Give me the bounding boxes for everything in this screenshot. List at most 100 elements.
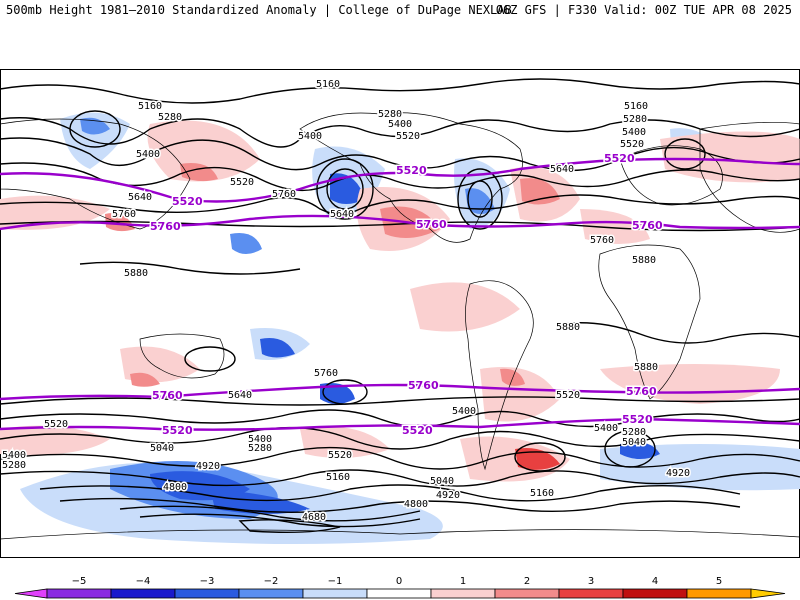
- anomaly-shading: [0, 112, 800, 544]
- model-run-info: 06Z GFS | F330 Valid: 00Z TUE APR 08 202…: [495, 3, 792, 17]
- colorbar-bin: [430, 588, 496, 599]
- contour-label: 5280: [622, 427, 646, 438]
- contour-label: 4800: [404, 499, 428, 510]
- colorbar-ticks: −5 −4 −3 −2 −1 0 1 2 3 4 5: [72, 576, 723, 587]
- height-contours: [0, 78, 800, 534]
- contour-label: 4800: [163, 482, 187, 493]
- colorbar-bin: [558, 588, 624, 599]
- closed-low: [322, 379, 368, 405]
- positive-anomaly-area: [600, 364, 780, 404]
- contour-5160: [0, 78, 800, 104]
- contour-label: 5520: [230, 177, 254, 188]
- negative-anomaly-area: [210, 489, 310, 514]
- contour-5400: [0, 137, 800, 172]
- positive-anomaly-area: [580, 209, 650, 244]
- positive-anomaly-area: [520, 178, 560, 205]
- anomaly-map: 5160 5160 5160 5280 5280 5400 5400 5400 …: [0, 69, 800, 558]
- contour-label: 5760: [112, 209, 136, 220]
- contour-5520: [0, 162, 800, 192]
- colorbar-bin: [46, 588, 112, 599]
- positive-anomaly-area: [147, 120, 260, 182]
- positive-anomaly-area: [0, 425, 110, 455]
- colorbar-bin: [366, 588, 432, 599]
- closed-low: [69, 110, 121, 148]
- contour-5400: [0, 446, 800, 470]
- negative-anomaly-area: [465, 188, 495, 214]
- negative-anomaly-area: [330, 173, 365, 204]
- highlight-label: 5760: [152, 389, 183, 402]
- highlight-label: 5520: [162, 424, 193, 437]
- colorbar-bins: [14, 588, 786, 599]
- contour-label: 5040: [150, 443, 174, 454]
- contour-label: 5400: [298, 131, 322, 142]
- coastline-asia-west: [0, 118, 191, 230]
- contour-label: 5040: [622, 437, 646, 448]
- highlight-labels: 5520 5520 5520 5760 5760 5760 5760 5760 …: [149, 151, 665, 439]
- contour-label: 5760: [590, 235, 614, 246]
- colorbar-tick-label: 2: [524, 576, 530, 587]
- contour-4920: [119, 505, 421, 522]
- colorbar-bin: [622, 588, 688, 599]
- contour-5760: [0, 396, 800, 406]
- contour-5040: [59, 497, 741, 514]
- contour-5160: [39, 484, 741, 502]
- highlight-label: 5520: [604, 152, 635, 165]
- contour-5880: [559, 322, 800, 344]
- contour-label: 5280: [2, 460, 26, 471]
- closed-low: [326, 168, 364, 210]
- colorbar-tick-label: −4: [136, 576, 151, 587]
- contour-label: 5520: [620, 139, 644, 150]
- contour-label: 4680: [302, 512, 326, 523]
- colorbar-tick-label: 0: [396, 576, 402, 587]
- coastline-australia: [139, 333, 225, 379]
- contour-label: 5400: [248, 434, 272, 445]
- negative-anomaly-area: [620, 441, 660, 459]
- contour-label: 5160: [326, 472, 350, 483]
- negative-anomaly-area: [260, 338, 295, 358]
- contour-label: 5400: [388, 119, 412, 130]
- highlight-label: 5520: [402, 424, 433, 437]
- negative-anomaly-area: [60, 112, 130, 169]
- contour-label: 4920: [666, 468, 690, 479]
- contour-label: 5160: [624, 101, 648, 112]
- colorbar-tick-label: 5: [716, 576, 722, 587]
- closed-low: [664, 138, 706, 170]
- closed-low: [467, 180, 493, 218]
- contour-label: 5640: [550, 164, 574, 175]
- contour-labels: 5160 5160 5160 5280 5280 5400 5400 5400 …: [1, 78, 692, 525]
- colorbar-bin: [750, 588, 786, 599]
- contour-label: 5760: [314, 368, 338, 379]
- colorbar-tick-label: −2: [264, 576, 279, 587]
- contour-label: 5760: [272, 189, 296, 200]
- contour-label: 5520: [44, 419, 68, 430]
- contour-5760: [0, 220, 800, 232]
- contour-label: 5880: [632, 255, 656, 266]
- contour-label: 5400: [622, 127, 646, 138]
- coastline-antarctica: [0, 529, 800, 540]
- contour-label: 5880: [634, 362, 658, 373]
- contour-label: 5400: [136, 149, 160, 160]
- contour-5880: [79, 261, 301, 275]
- colorbar-bin: [14, 588, 48, 599]
- highlight-contour-5760-north: [0, 214, 800, 231]
- contour-label: 5400: [2, 450, 26, 461]
- contour-label: 5280: [158, 112, 182, 123]
- colorbar-tick-label: −3: [200, 576, 215, 587]
- colorbar-bin: [686, 588, 752, 599]
- contour-label: 5040: [430, 476, 454, 487]
- colorbar-bin: [302, 588, 368, 599]
- highlight-label: 5520: [396, 164, 427, 177]
- contour-label: 4920: [436, 490, 460, 501]
- highlight-label: 5520: [622, 413, 653, 426]
- highlight-contour-5760-south: [0, 383, 800, 401]
- positive-anomaly-area: [480, 367, 560, 422]
- colorbar-bin: [110, 588, 176, 599]
- closed-low: [604, 430, 656, 468]
- colorbar-tick-label: −1: [328, 576, 343, 587]
- contour-label: 5640: [330, 209, 354, 220]
- negative-anomaly-area: [320, 383, 355, 404]
- positive-anomaly-area: [515, 448, 560, 470]
- contour-label: 4920: [196, 461, 220, 472]
- highlight-label: 5760: [626, 385, 657, 398]
- contour-5640: [0, 409, 800, 428]
